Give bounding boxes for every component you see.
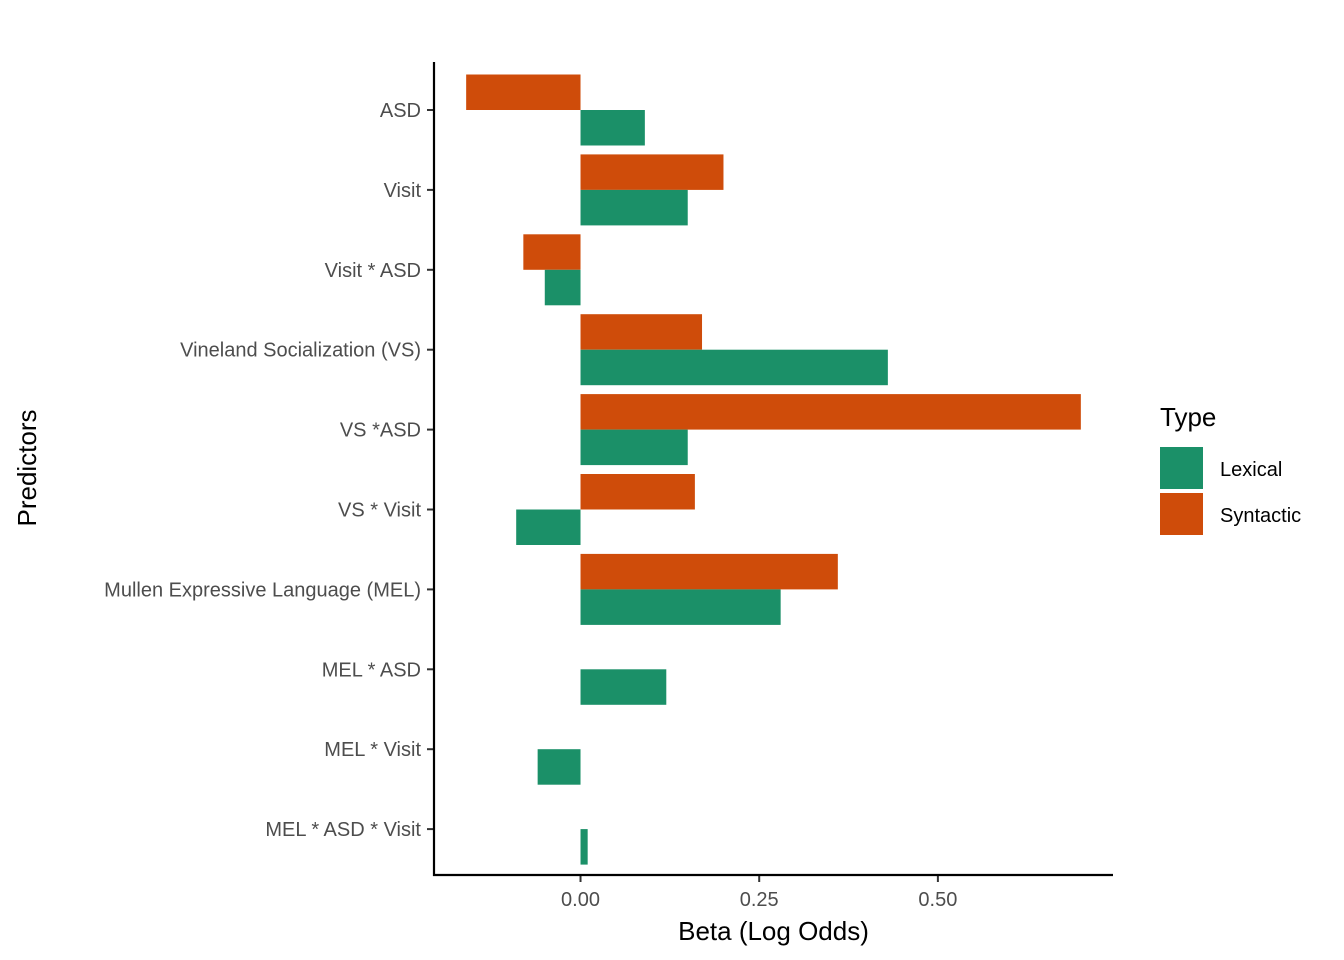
y-tick-marks (427, 109, 434, 831)
legend-label-syntactic: Syntactic (1220, 505, 1301, 527)
y-tick-label: MEL * Visit (324, 739, 421, 761)
x-tick-labels: 0.00 0.25 0.50 (561, 889, 957, 911)
y-tick-label: Vineland Socialization (VS) (180, 340, 421, 362)
bar-syntactic-4 (580, 394, 1081, 430)
legend-label-lexical: Lexical (1220, 459, 1282, 481)
y-tick-label: Visit * ASD (325, 260, 421, 282)
y-tick-label: Visit (384, 180, 422, 202)
bar-syntactic-2 (523, 234, 581, 270)
y-tick-label: VS *ASD (340, 420, 421, 442)
y-tick-label: MEL * ASD * Visit (265, 819, 421, 841)
y-tick-label: Mullen Expressive Language (MEL) (104, 579, 421, 601)
bar-lexical-2 (544, 269, 581, 306)
bar-syntactic-5 (580, 474, 695, 510)
y-tick-labels: ASD Visit Visit * ASD Vineland Socializati… (104, 100, 421, 841)
legend-key-lexical (1160, 447, 1203, 489)
x-tick-label: 0.50 (918, 889, 957, 911)
y-tick-label: ASD (380, 100, 421, 122)
bar-syntactic-6 (580, 553, 838, 590)
bar-syntactic-1 (580, 154, 724, 190)
y-tick-label: VS * Visit (338, 500, 421, 522)
x-tick-label: 0.25 (740, 889, 779, 911)
bar-lexical-9 (580, 829, 588, 865)
bar-syntactic-0 (466, 74, 581, 110)
x-tick-label: 0.00 (561, 889, 600, 911)
bar-lexical-5 (516, 509, 581, 545)
legend-key-syntactic (1160, 493, 1203, 535)
bars-layer (466, 74, 1081, 865)
y-axis-title: Predictors (12, 409, 42, 526)
bar-lexical-7 (580, 669, 667, 705)
legend: Type Lexical Syntactic (1160, 402, 1301, 535)
bar-lexical-1 (580, 189, 688, 226)
bar-lexical-4 (580, 429, 688, 466)
x-axis-title: Beta (Log Odds) (678, 916, 869, 946)
y-tick-label: MEL * ASD (322, 659, 421, 681)
bar-lexical-6 (580, 589, 781, 625)
bar-lexical-0 (580, 110, 645, 146)
x-tick-marks (579, 875, 939, 882)
bar-lexical-3 (580, 349, 888, 386)
legend-title: Type (1160, 402, 1216, 432)
bar-syntactic-3 (580, 314, 703, 350)
bar-lexical-8 (537, 749, 581, 785)
